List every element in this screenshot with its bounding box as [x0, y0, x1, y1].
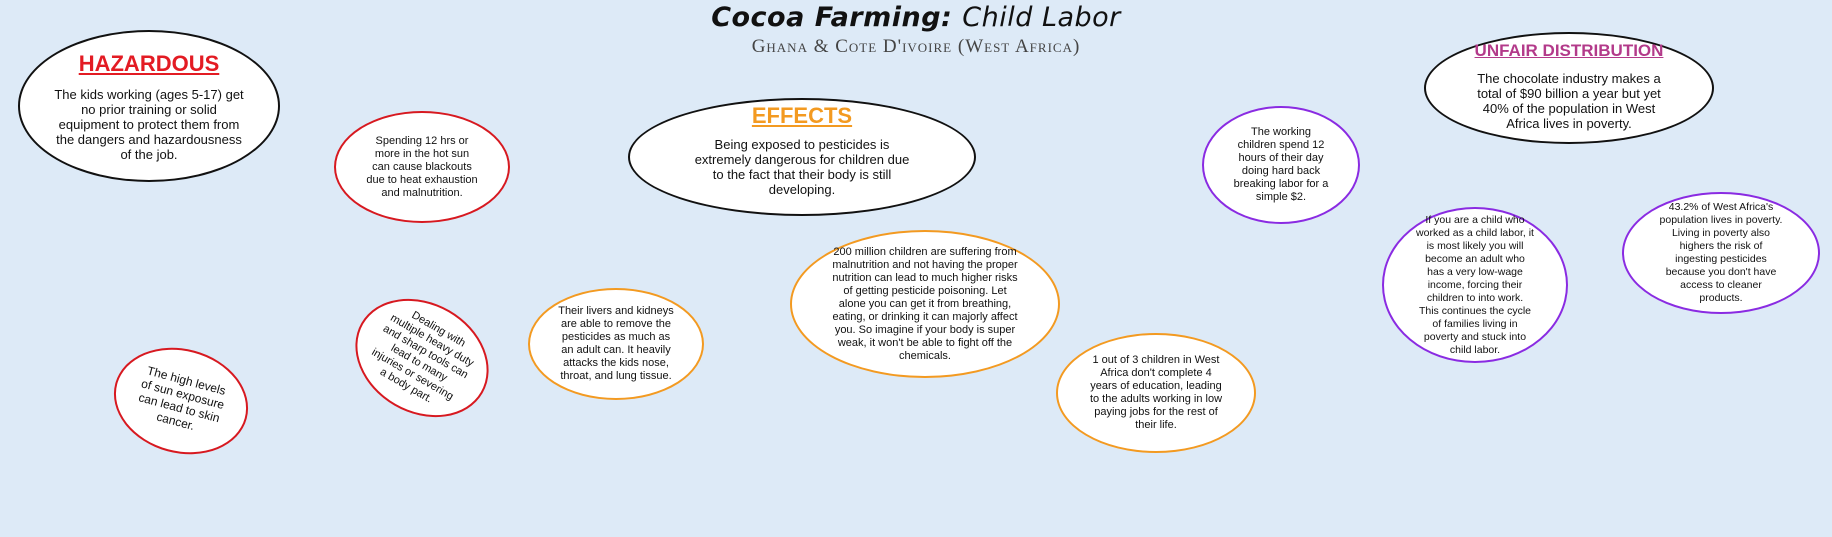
bubble-education-text: 1 out of 3 children in West Africa don't…	[1089, 354, 1223, 431]
bubble-malnutrition-text: 200 million children are suffering from …	[832, 245, 1018, 362]
effects-heading: EFFECTS	[751, 103, 853, 128]
unfair-distribution-section: UNFAIR DISTRIBUTION The chocolate indust…	[1424, 32, 1714, 144]
effects-text: Being exposed to pesticides is extremely…	[694, 137, 910, 197]
bubble-livers: Their livers and kidneys are able to rem…	[528, 288, 704, 400]
bubble-working-hours-text: The working children spend 12 hours of t…	[1233, 126, 1329, 203]
bubble-tools: Dealing with multiple heavy duty and sha…	[333, 275, 511, 441]
bubble-malnutrition: 200 million children are suffering from …	[790, 230, 1060, 378]
bubble-sun-cancer: The high levels of sun exposure can lead…	[101, 333, 261, 469]
hazardous-heading: HAZARDOUS	[78, 50, 220, 76]
hazardous-section: HAZARDOUS The kids working (ages 5-17) g…	[18, 30, 280, 182]
bubble-cycle: If you are a child who worked as a child…	[1382, 207, 1568, 363]
bubble-poverty: 43.2% of West Africa's population lives …	[1622, 192, 1820, 314]
bubble-poverty-text: 43.2% of West Africa's population lives …	[1659, 201, 1783, 304]
bubble-sun-cancer-text: The high levels of sun exposure can lead…	[137, 363, 228, 434]
bubble-sun-blackouts-text: Spending 12 hrs or more in the hot sun c…	[366, 134, 478, 199]
page-subtitle: Ghana & Cote D'ivoire (West Africa)	[751, 36, 1081, 57]
page-title: Cocoa Farming: Child Labor	[0, 2, 1832, 33]
bubble-cycle-text: If you are a child who worked as a child…	[1416, 213, 1534, 356]
bubble-tools-text: Dealing with multiple heavy duty and sha…	[369, 309, 476, 406]
title-main: Cocoa Farming:	[711, 2, 953, 33]
bubble-education: 1 out of 3 children in West Africa don't…	[1056, 333, 1256, 453]
bubble-livers-text: Their livers and kidneys are able to rem…	[558, 305, 674, 382]
title-accent: Child Labor	[962, 2, 1121, 33]
unfair-heading: UNFAIR DISTRIBUTION	[1474, 41, 1664, 60]
unfair-text: The chocolate industry makes a total of …	[1477, 71, 1661, 131]
hazardous-text: The kids working (ages 5-17) get no prio…	[54, 86, 244, 162]
bubble-working-hours: The working children spend 12 hours of t…	[1202, 106, 1360, 224]
effects-section: EFFECTS Being exposed to pesticides is e…	[628, 98, 976, 216]
bubble-sun-blackouts: Spending 12 hrs or more in the hot sun c…	[334, 111, 510, 223]
